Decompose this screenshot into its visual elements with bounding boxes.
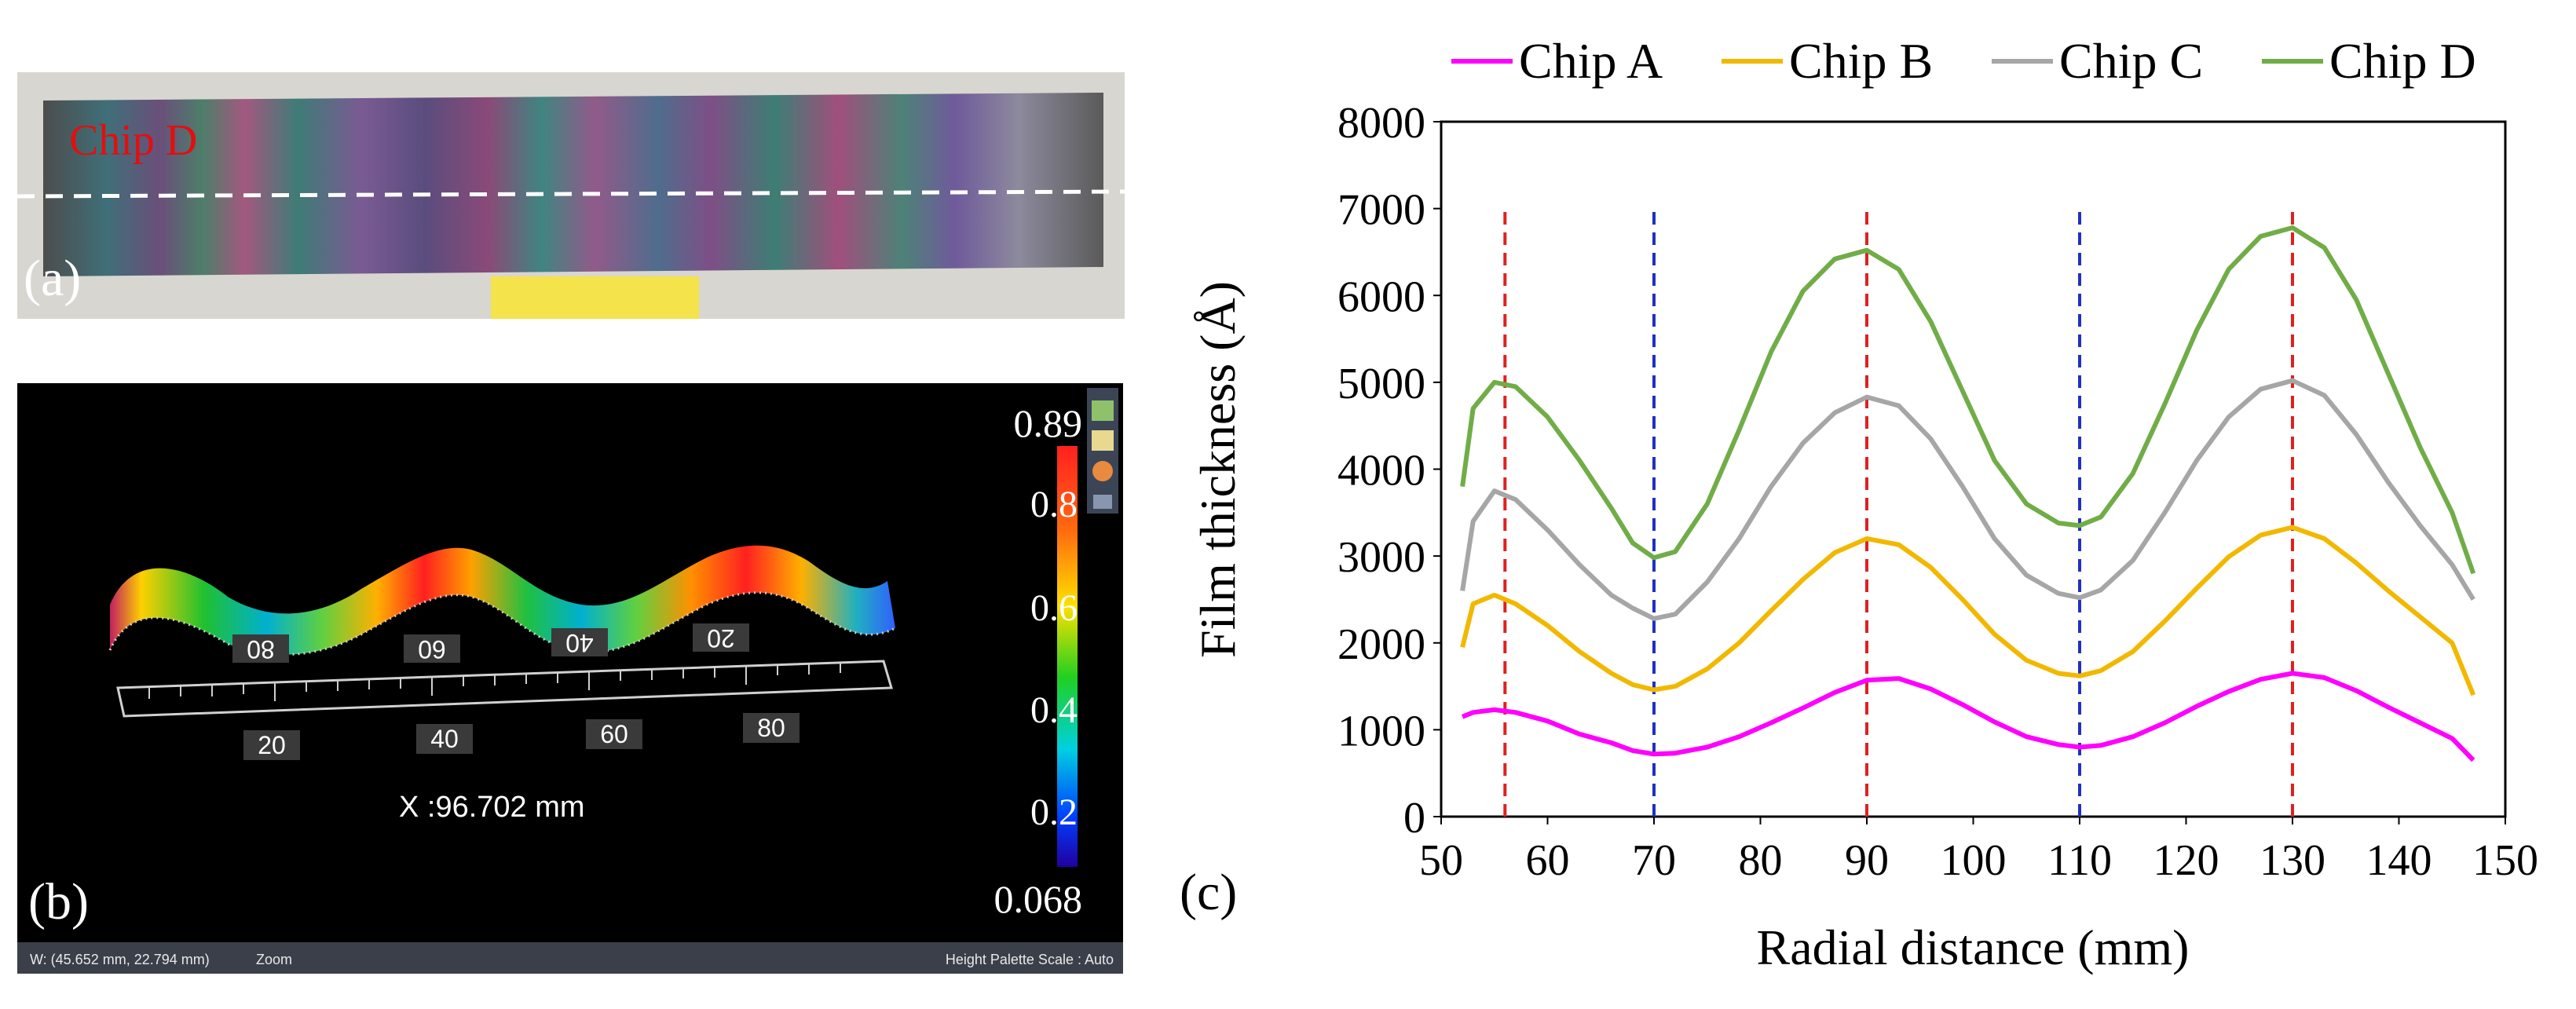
colorbar-tick: 0.8: [1030, 484, 1078, 525]
y-tick-label: 5000: [1337, 360, 1425, 408]
height-colorbar: [1057, 446, 1078, 867]
series-line-chip-d: [1460, 225, 2476, 575]
y-tick-label: 0: [1403, 794, 1425, 843]
x-tick-label: 70: [1632, 836, 1676, 885]
y-tick-label: 6000: [1337, 272, 1425, 321]
x-tick-label: 90: [1845, 836, 1889, 885]
chip-label: Chip D: [69, 116, 197, 165]
thickness-chart: 0 1000 2000 3000 4000 5000 6000 7000 8000 50 60 70…: [1180, 33, 2538, 975]
series-line-chip-c: [1460, 378, 2475, 621]
x-readout: X :96.702 mm: [399, 791, 585, 824]
colorbar-min-label: 0.068: [994, 877, 1083, 921]
back-ruler-label-box: [551, 628, 608, 656]
back-ruler-label-box: [693, 623, 749, 652]
palette-icon[interactable]: [1092, 461, 1113, 481]
back-ruler-label-box: [404, 634, 460, 663]
status-palette-scale: Height Palette Scale : Auto: [946, 952, 1114, 967]
x-tick-label: 150: [2472, 836, 2538, 885]
y-tick-label: 7000: [1337, 186, 1425, 235]
x-tick-label: 60: [1526, 836, 1570, 885]
colorbar-tick: 0.2: [1030, 791, 1078, 833]
front-ruler-label-box: [586, 719, 642, 749]
x-tick-label: 110: [2047, 836, 2112, 885]
back-ruler-label: 60: [418, 635, 446, 664]
panel-a: Chip D (a): [16, 72, 1125, 319]
legend-entry: Chip A: [1519, 33, 1663, 89]
front-ruler-label: 60: [600, 720, 628, 748]
back-ruler: 80 60 40 20: [232, 623, 749, 664]
panel-a-letter: (a): [24, 250, 81, 307]
series-line-chip-b: [1460, 525, 2476, 696]
status-coordinates: W: (45.652 mm, 22.794 mm): [30, 952, 210, 967]
x-tick-label: 120: [2153, 836, 2219, 885]
front-ruler-label-box: [416, 724, 473, 754]
back-ruler-label: 40: [565, 629, 594, 657]
x-axis-ticks: 50 60 70 80 90 100 110 120 130 140 150: [1419, 817, 2538, 885]
series-lines: [1460, 225, 2476, 762]
y-tick-label: 1000: [1337, 707, 1425, 755]
image-icon[interactable]: [1092, 430, 1114, 451]
x-axis-label: Radial distance (mm): [1757, 919, 2190, 975]
y-axis-label: Film thickness (Å): [1190, 281, 1246, 658]
colorbar-tick: 0.6: [1030, 587, 1078, 629]
y-axis-ticks: 0 1000 2000 3000 4000 5000 6000 7000 8000: [1337, 99, 1441, 843]
scan-line: [16, 189, 1125, 199]
chip-photo: [43, 93, 1103, 276]
surface-edge: [108, 591, 896, 656]
back-ruler-label-box: [232, 634, 289, 663]
panel-b: 80 60 40 20 20 40 60: [17, 383, 1123, 974]
legend-entry: Chip C: [2059, 33, 2203, 89]
x-tick-label: 80: [1739, 836, 1783, 885]
layout-icon[interactable]: [1092, 400, 1114, 421]
back-ruler-label: 20: [707, 624, 735, 653]
viewer-viewport: [17, 383, 1123, 974]
ruler-ticks: [148, 662, 841, 701]
reference-lines: [1503, 208, 2294, 817]
x-tick-label: 130: [2259, 836, 2325, 885]
expand-icon[interactable]: [1093, 495, 1112, 509]
x-tick-label: 140: [2366, 836, 2432, 885]
legend-entry: Chip B: [1789, 33, 1933, 89]
legend: Chip A Chip B Chip C Chip D: [1451, 33, 2476, 89]
y-tick-label: 4000: [1337, 447, 1425, 495]
panel-b-letter: (b): [28, 873, 89, 930]
front-ruler: 20 40 60 80: [243, 713, 800, 760]
tape: [491, 276, 699, 319]
front-ruler-label: 20: [258, 731, 286, 759]
series-line-chip-a: [1461, 671, 2475, 762]
panel-c-letter: (c): [1180, 864, 1237, 921]
ruler-band: [116, 660, 893, 718]
status-bar: [17, 942, 1123, 974]
y-tick-label: 8000: [1337, 99, 1425, 148]
front-ruler-label: 80: [757, 714, 785, 742]
y-tick-label: 3000: [1337, 533, 1425, 582]
x-tick-label: 100: [1941, 836, 2007, 885]
front-ruler-label-box: [743, 713, 800, 743]
x-tick-label: 50: [1419, 836, 1463, 885]
y-tick-label: 2000: [1337, 620, 1425, 669]
colorbar-tick: 0.4: [1030, 689, 1078, 731]
front-ruler-label: 40: [430, 725, 459, 753]
colorbar-max-label: 0.89: [1014, 401, 1083, 445]
status-zoom[interactable]: Zoom: [256, 952, 292, 967]
back-ruler-label: 80: [247, 635, 275, 664]
surface-profile: [110, 545, 895, 655]
front-ruler-label-box: [243, 730, 300, 760]
legend-entry: Chip D: [2329, 33, 2476, 89]
